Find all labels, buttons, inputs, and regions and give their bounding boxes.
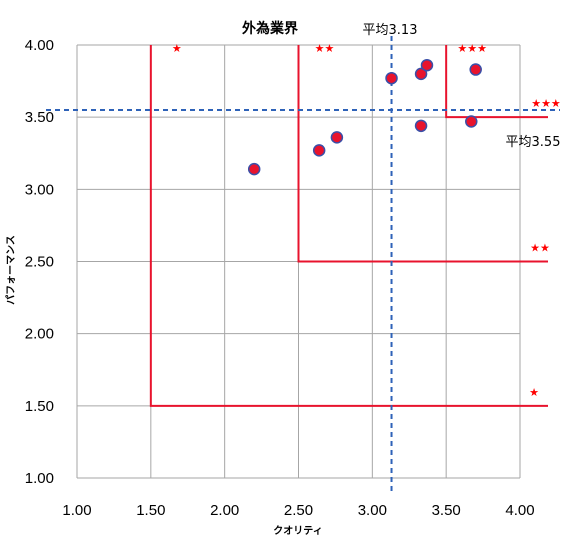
x-tick-label: 1.00: [62, 502, 91, 519]
zone-top-stars: ★★: [315, 42, 335, 55]
mean-y-label: 平均3.55: [506, 135, 561, 150]
zone-right-stars: ★★: [530, 242, 550, 255]
x-axis-title: クオリティ: [273, 525, 322, 537]
mean-lines: [46, 36, 560, 493]
zone-top-stars: ★: [172, 42, 182, 55]
chart-labels: 1.00 1.50 2.00 2.50 3.00 3.50 4.00 1.00 1.50 2.00…: [25, 37, 561, 519]
y-tick-label: 2.00: [25, 326, 54, 343]
x-tick-label: 1.50: [136, 502, 165, 519]
x-tick-label: 4.00: [505, 502, 534, 519]
y-tick-label: 4.00: [25, 37, 54, 54]
zone-top-stars: ★★★: [457, 42, 487, 55]
mean-x-label: 平均3.13: [363, 23, 418, 38]
y-tick-label: 1.50: [25, 398, 54, 415]
chart-title: 外為業界: [242, 20, 299, 37]
data-points: [247, 58, 482, 176]
data-point: [465, 115, 478, 128]
x-tick-label: 2.00: [210, 502, 239, 519]
zone-boundary: [445, 45, 548, 119]
y-tick-label: 3.00: [25, 181, 54, 198]
x-tick-label: 2.50: [284, 502, 313, 519]
y-tick-label: 2.50: [25, 254, 54, 271]
data-point: [330, 131, 344, 144]
data-point: [469, 63, 482, 76]
data-point: [385, 71, 398, 85]
y-tick-label: 3.50: [25, 109, 54, 126]
data-point: [420, 58, 434, 72]
data-point: [414, 67, 428, 81]
data-point: [247, 162, 261, 176]
zone-boundary: [149, 45, 548, 407]
zone-right-stars: ★: [529, 386, 539, 399]
data-point: [312, 144, 326, 157]
zone-boundary: [297, 45, 548, 263]
x-tick-label: 3.00: [358, 502, 387, 519]
star-zone-lines: [149, 45, 548, 407]
x-tick-label: 3.50: [432, 502, 461, 519]
data-point: [414, 119, 428, 133]
y-axis-title: パフォーマンス: [5, 235, 17, 305]
y-tick-label: 1.00: [25, 470, 54, 487]
zone-right-stars: ★★★: [531, 97, 561, 110]
